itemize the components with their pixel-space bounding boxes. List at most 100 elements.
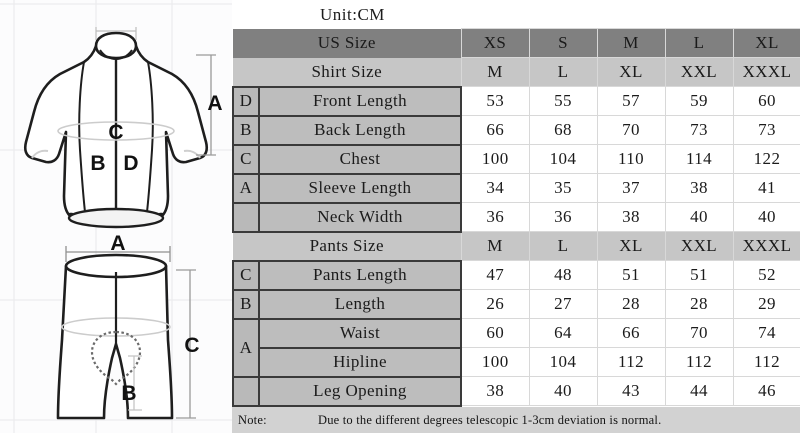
pants-size-label: Pants Size xyxy=(233,231,461,261)
jersey-marker-B: B xyxy=(90,152,105,175)
cell-value: 104 xyxy=(528,347,598,377)
row-marker: A xyxy=(232,172,260,204)
cell-value: 55 xyxy=(528,86,598,116)
cell-value: 73 xyxy=(664,115,734,145)
jersey-illustration: A B C D xyxy=(23,27,223,229)
table-row: B Back Length 66 68 70 73 73 xyxy=(232,114,800,146)
pants-size-0: M xyxy=(460,231,530,261)
row-shirt-size: Shirt Size M L XL XXL XXXL xyxy=(233,57,800,87)
cell-value: 40 xyxy=(732,202,800,232)
inseam-dimension xyxy=(128,355,142,411)
shirt-size-4: XXXL xyxy=(732,57,800,87)
row-label: Front Length xyxy=(259,85,462,117)
cell-value: 64 xyxy=(528,318,598,348)
waist-dimension xyxy=(65,246,171,262)
table-row: Neck Width 36 36 38 40 40 xyxy=(232,201,800,233)
cell-value: 66 xyxy=(596,318,666,348)
table-row: A Sleeve Length 34 35 37 38 41 xyxy=(232,172,800,204)
unit-label: Unit:CM xyxy=(320,5,385,24)
row-label: Back Length xyxy=(259,114,462,146)
cell-value: 100 xyxy=(460,144,530,174)
pants-size-4: XXXL xyxy=(732,231,800,261)
shorts-illustration: A B xyxy=(56,232,200,420)
row-marker: D xyxy=(232,85,260,117)
cell-value: 66 xyxy=(460,115,530,145)
cell-value: 100 xyxy=(460,347,530,377)
row-label: Length xyxy=(259,288,462,320)
row-marker: A xyxy=(232,317,260,378)
cell-value: 110 xyxy=(596,144,666,174)
row-label: Pants Length xyxy=(259,259,462,291)
cell-value: 29 xyxy=(732,289,800,319)
us-size-0: XS xyxy=(460,28,530,58)
cell-value: 112 xyxy=(596,347,666,377)
note-label: Note: xyxy=(238,412,267,427)
cell-value: 35 xyxy=(528,173,598,203)
cell-value: 51 xyxy=(664,260,734,290)
cell-value: 68 xyxy=(528,115,598,145)
size-table: US Size XS S M L XL Shirt Size M L XL XX… xyxy=(232,28,800,407)
cell-value: 28 xyxy=(596,289,666,319)
table-row: D Front Length 53 55 57 59 60 xyxy=(232,85,800,117)
cell-value: 57 xyxy=(596,86,666,116)
cell-value: 47 xyxy=(460,260,530,290)
cell-value: 70 xyxy=(596,115,666,145)
table-row: Hipline 100 104 112 112 112 xyxy=(233,346,800,378)
garment-diagrams-svg: A B C D A xyxy=(0,0,232,433)
row-pants-size: Pants Size M L XL XXL XXXL xyxy=(233,231,800,261)
cell-value: 38 xyxy=(596,202,666,232)
table-row: A Waist 60 64 66 70 74 xyxy=(232,317,800,378)
cell-value: 43 xyxy=(596,376,666,406)
size-table-panel: Unit:CM US Size XS S M L XL Shirt Size xyxy=(232,0,800,433)
shirt-size-label: Shirt Size xyxy=(233,57,461,87)
row-label: Hipline xyxy=(259,346,462,378)
row-marker xyxy=(232,375,260,407)
note-text: Due to the different degrees telescopic … xyxy=(318,412,662,427)
row-marker: B xyxy=(232,288,260,320)
row-label: Waist xyxy=(259,317,462,349)
jersey-marker-C: C xyxy=(108,121,123,144)
row-label: Sleeve Length xyxy=(259,172,462,204)
us-size-1: S xyxy=(528,28,598,58)
length-dimension xyxy=(176,269,196,419)
cell-value: 52 xyxy=(732,260,800,290)
neck-dimension xyxy=(95,27,137,40)
cell-value: 59 xyxy=(664,86,734,116)
shirt-size-0: M xyxy=(460,57,530,87)
cell-value: 38 xyxy=(460,376,530,406)
table-row: C Pants Length 47 48 51 51 52 xyxy=(232,259,800,291)
size-table-body: US Size XS S M L XL Shirt Size M L XL XX… xyxy=(232,28,800,407)
cell-value: 37 xyxy=(596,173,666,203)
cell-value: 40 xyxy=(528,376,598,406)
cell-value: 104 xyxy=(528,144,598,174)
cell-value: 74 xyxy=(732,318,800,348)
cell-value: 46 xyxy=(732,376,800,406)
cell-value: 73 xyxy=(732,115,800,145)
cell-value: 36 xyxy=(528,202,598,232)
pants-size-1: L xyxy=(528,231,598,261)
cell-value: 70 xyxy=(664,318,734,348)
cell-value: 34 xyxy=(460,173,530,203)
row-label: Chest xyxy=(259,143,462,175)
cell-value: 60 xyxy=(732,86,800,116)
us-size-4: XL xyxy=(732,28,800,58)
row-marker: C xyxy=(232,259,260,291)
shirt-size-3: XXL xyxy=(664,57,734,87)
row-us-size: US Size XS S M L XL xyxy=(233,28,800,58)
cell-value: 40 xyxy=(664,202,734,232)
us-size-3: L xyxy=(664,28,734,58)
cell-value: 112 xyxy=(732,347,800,377)
cell-value: 51 xyxy=(596,260,666,290)
table-row: Leg Opening 38 40 43 44 46 xyxy=(232,375,800,407)
pants-size-2: XL xyxy=(596,231,666,261)
cell-value: 38 xyxy=(664,173,734,203)
cell-value: 112 xyxy=(664,347,734,377)
shorts-marker-A: A xyxy=(110,232,125,255)
shirt-size-2: XL xyxy=(596,57,666,87)
sleeve-dimension xyxy=(196,54,216,156)
shirt-size-1: L xyxy=(528,57,598,87)
table-row: C Chest 100 104 110 114 122 xyxy=(232,143,800,175)
table-row: B Length 26 27 28 28 29 xyxy=(232,288,800,320)
cell-value: 122 xyxy=(732,144,800,174)
us-size-label: US Size xyxy=(233,28,461,58)
